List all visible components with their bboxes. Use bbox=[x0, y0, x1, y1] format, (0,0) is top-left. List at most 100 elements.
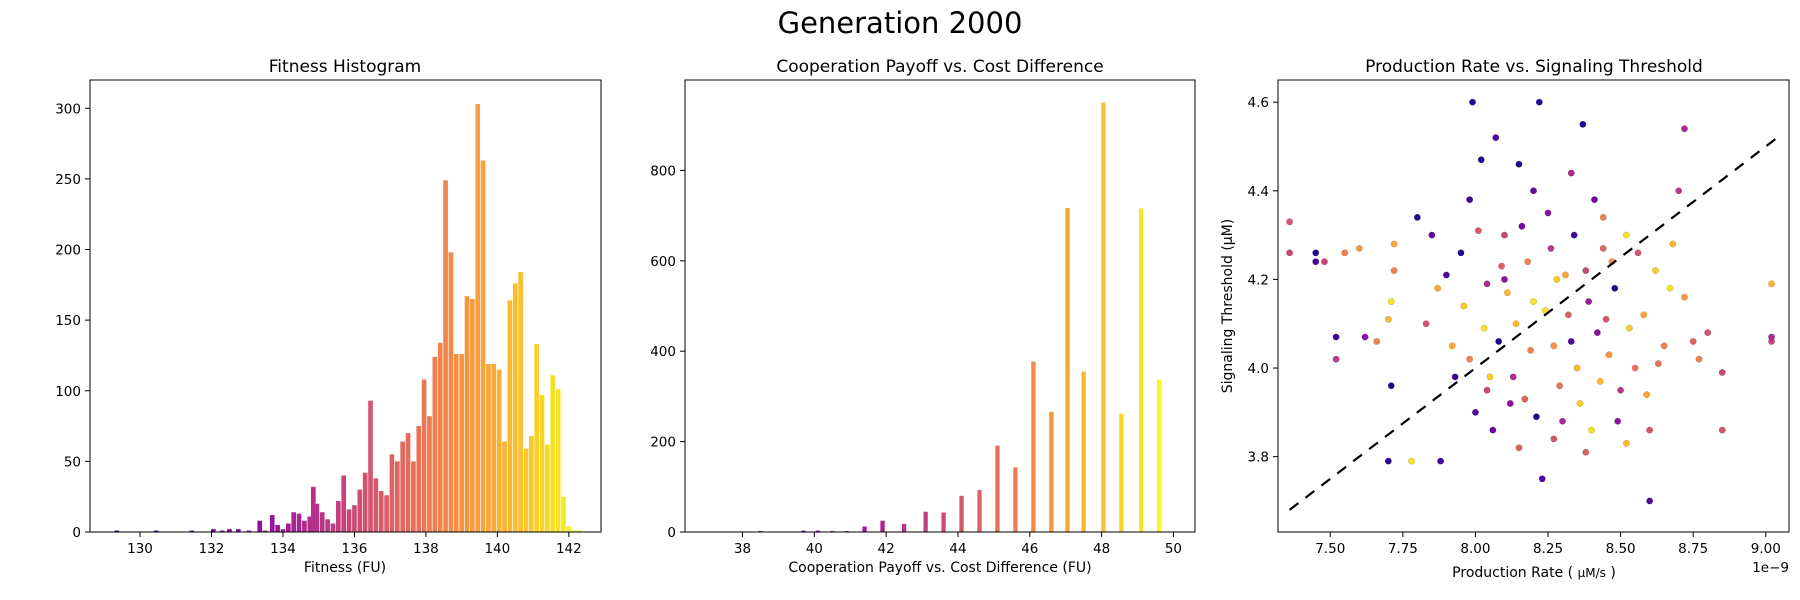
bar bbox=[566, 526, 572, 532]
scatter-point bbox=[1312, 249, 1320, 257]
bar bbox=[153, 530, 159, 532]
scatter-point bbox=[1643, 391, 1651, 399]
bar bbox=[1065, 207, 1070, 533]
scatter-point bbox=[1428, 231, 1436, 239]
production-rate-panel: Production Rate vs. Signaling Threshold … bbox=[1220, 57, 1790, 581]
x-tick-label: 50 bbox=[1165, 541, 1182, 557]
scatter-point bbox=[1413, 213, 1421, 221]
y-tick-label: 800 bbox=[650, 163, 676, 179]
scatter-point bbox=[1675, 187, 1683, 195]
scatter-point bbox=[1622, 439, 1630, 447]
scatter-point bbox=[1483, 280, 1491, 288]
y-tick-label: 250 bbox=[55, 172, 81, 188]
scatter-point bbox=[1550, 342, 1558, 350]
bar bbox=[362, 472, 368, 532]
y-tick-label: 0 bbox=[72, 525, 81, 541]
scatter-point bbox=[1596, 377, 1604, 385]
bar bbox=[384, 495, 389, 532]
x-tick-label: 44 bbox=[949, 541, 966, 557]
cooperation-payoff-bars bbox=[707, 102, 1162, 533]
scatter-point bbox=[1332, 355, 1340, 363]
bar bbox=[432, 356, 438, 532]
fitness-histogram-title: Fitness Histogram bbox=[269, 57, 421, 77]
y-tick-label: 4.4 bbox=[1248, 184, 1269, 200]
scatter-point bbox=[1286, 249, 1294, 257]
bar bbox=[189, 530, 195, 532]
scatter-point bbox=[1509, 373, 1517, 381]
bar bbox=[280, 529, 286, 532]
x-tick-label: 140 bbox=[484, 541, 510, 557]
bar bbox=[995, 445, 1000, 532]
x-tick-label: 9.00 bbox=[1751, 541, 1781, 557]
scatter-point bbox=[1506, 400, 1514, 407]
scatter-point bbox=[1483, 386, 1491, 394]
fitness-histogram-xlabel: Fitness (FU) bbox=[304, 560, 386, 576]
bar bbox=[269, 515, 275, 532]
bar bbox=[534, 344, 540, 532]
scatter-point bbox=[1660, 342, 1668, 350]
bar bbox=[977, 489, 982, 532]
bar bbox=[801, 530, 806, 532]
cooperation-payoff-y-ticks: 0 200 400 600 800 bbox=[650, 163, 685, 541]
scatter-point bbox=[1512, 320, 1520, 328]
x-tick-label: 7.75 bbox=[1388, 541, 1418, 557]
y-tick-label: 50 bbox=[64, 454, 81, 470]
y-tick-label: 300 bbox=[55, 101, 81, 117]
scatter-point bbox=[1579, 120, 1587, 128]
production-rate-xlabel: Production Rate ( µM/s ) bbox=[1452, 565, 1616, 581]
scatter-point bbox=[1651, 267, 1659, 274]
bar bbox=[480, 160, 486, 532]
fitness-histogram-frame bbox=[89, 79, 602, 533]
bar bbox=[341, 475, 347, 532]
bar bbox=[502, 441, 507, 532]
scatter-point bbox=[1434, 284, 1442, 292]
scatter-point bbox=[1669, 240, 1677, 248]
bar bbox=[246, 530, 252, 532]
scatter-point bbox=[1681, 125, 1688, 133]
scatter-point bbox=[1408, 457, 1416, 465]
scatter-point bbox=[1530, 298, 1537, 306]
scatter-point bbox=[1390, 267, 1398, 274]
y-tick-label: 600 bbox=[650, 254, 676, 270]
x-tick-label: 8.25 bbox=[1533, 541, 1563, 557]
scatter-point bbox=[1718, 369, 1726, 376]
figure-suptitle: Generation 2000 bbox=[778, 6, 1023, 40]
scatter-point bbox=[1611, 284, 1619, 292]
x-tick-label: 130 bbox=[127, 541, 153, 557]
bar bbox=[571, 530, 577, 532]
bar bbox=[1031, 361, 1036, 532]
bar bbox=[1138, 208, 1144, 532]
bar bbox=[311, 486, 316, 532]
scatter-point bbox=[1474, 227, 1482, 235]
bar bbox=[880, 520, 885, 532]
bar bbox=[286, 523, 291, 532]
y-tick-label: 3.8 bbox=[1248, 450, 1269, 466]
fitness-histogram-bars bbox=[114, 104, 582, 533]
x-tick-label: 138 bbox=[413, 541, 439, 557]
scatter-point bbox=[1524, 258, 1532, 266]
bar bbox=[411, 461, 416, 533]
scatter-point bbox=[1582, 267, 1590, 274]
bar bbox=[453, 354, 459, 532]
bar bbox=[512, 283, 518, 532]
scatter-point bbox=[1501, 231, 1508, 239]
scatter-point bbox=[1451, 373, 1459, 381]
fitness-histogram-panel: Fitness Histogram 130 132 134 136 138 140 142 … bbox=[55, 57, 602, 576]
x-tick-label: 142 bbox=[556, 541, 582, 557]
scatter-point bbox=[1515, 444, 1523, 452]
scatter-point bbox=[1492, 134, 1500, 142]
scatter-point bbox=[1614, 417, 1622, 425]
scatter-point bbox=[1384, 457, 1392, 465]
bar bbox=[459, 354, 464, 532]
scatter-point bbox=[1469, 98, 1476, 106]
bar bbox=[448, 252, 454, 532]
scatter-point bbox=[1422, 320, 1430, 328]
scatter-point bbox=[1532, 413, 1540, 421]
scatter-point bbox=[1666, 284, 1674, 292]
scatter-point bbox=[1689, 338, 1697, 345]
bar bbox=[314, 503, 320, 532]
x-tick-label: 48 bbox=[1093, 541, 1110, 557]
bar bbox=[235, 529, 241, 532]
bar bbox=[486, 363, 491, 532]
scatter-point bbox=[1437, 457, 1445, 465]
